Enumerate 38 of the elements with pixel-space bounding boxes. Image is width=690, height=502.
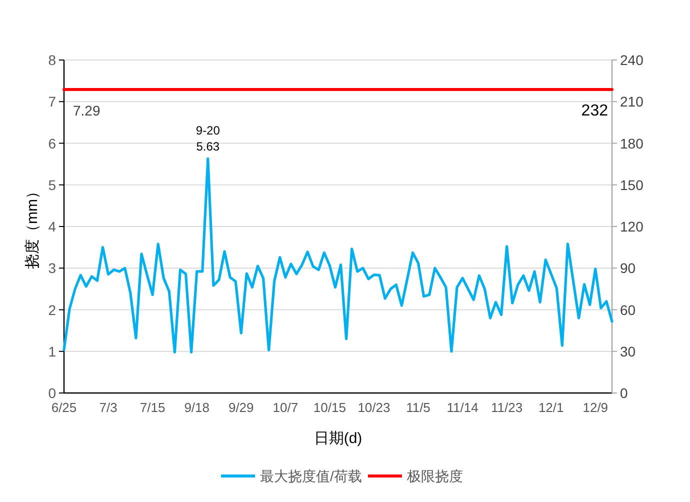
y-tick-label: 8 xyxy=(48,52,56,68)
x-tick-label: 11/23 xyxy=(491,400,523,415)
annotation: 9-20 5.63 xyxy=(196,124,220,154)
y2-tick-label: 240 xyxy=(620,52,644,68)
y-tick-label: 4 xyxy=(48,218,56,234)
y2-tick-label: 0 xyxy=(620,385,628,401)
x-tick-label: 9/18 xyxy=(184,400,210,415)
x-tick-label: 12/9 xyxy=(582,400,608,415)
x-tick-label: 10/15 xyxy=(313,400,346,415)
annotation: 232 xyxy=(581,102,608,120)
y2-tick-label: 150 xyxy=(620,176,644,193)
x-tick-label: 11/14 xyxy=(446,400,478,415)
y2-tick-label: 30 xyxy=(620,343,636,360)
y2-tick-label: 60 xyxy=(620,302,636,318)
x-tick-label: 7/15 xyxy=(140,400,166,415)
y-tick-label: 5 xyxy=(48,176,56,193)
x-tick-label: 12/1 xyxy=(538,400,564,415)
y-axis-title: 挠度（mm） xyxy=(24,184,41,269)
x-axis-title: 日期(d) xyxy=(314,430,362,447)
y-tick-label: 1 xyxy=(48,343,56,360)
y-tick-label: 7 xyxy=(48,94,56,110)
x-tick-label: 10/23 xyxy=(358,400,390,415)
y-tick-label: 3 xyxy=(48,260,56,276)
annotation: 7.29 xyxy=(73,102,100,119)
y2-tick-label: 180 xyxy=(620,135,644,152)
y2-tick-label: 120 xyxy=(620,218,644,234)
y2-tick-label: 210 xyxy=(620,94,644,110)
x-tick-label: 10/7 xyxy=(272,400,298,415)
x-tick-label: 6/25 xyxy=(51,400,77,415)
legend-label: 极限挠度 xyxy=(406,468,463,484)
y2-tick-label: 90 xyxy=(620,260,636,276)
legend-label: 最大挠度值/荷载 xyxy=(260,468,362,484)
x-tick-label: 11/5 xyxy=(406,400,430,415)
y-tick-label: 2 xyxy=(48,302,56,318)
y-tick-label: 0 xyxy=(48,385,56,401)
x-tick-label: 9/29 xyxy=(228,400,254,415)
x-tick-label: 7/3 xyxy=(99,400,118,415)
y-tick-label: 6 xyxy=(48,135,56,152)
